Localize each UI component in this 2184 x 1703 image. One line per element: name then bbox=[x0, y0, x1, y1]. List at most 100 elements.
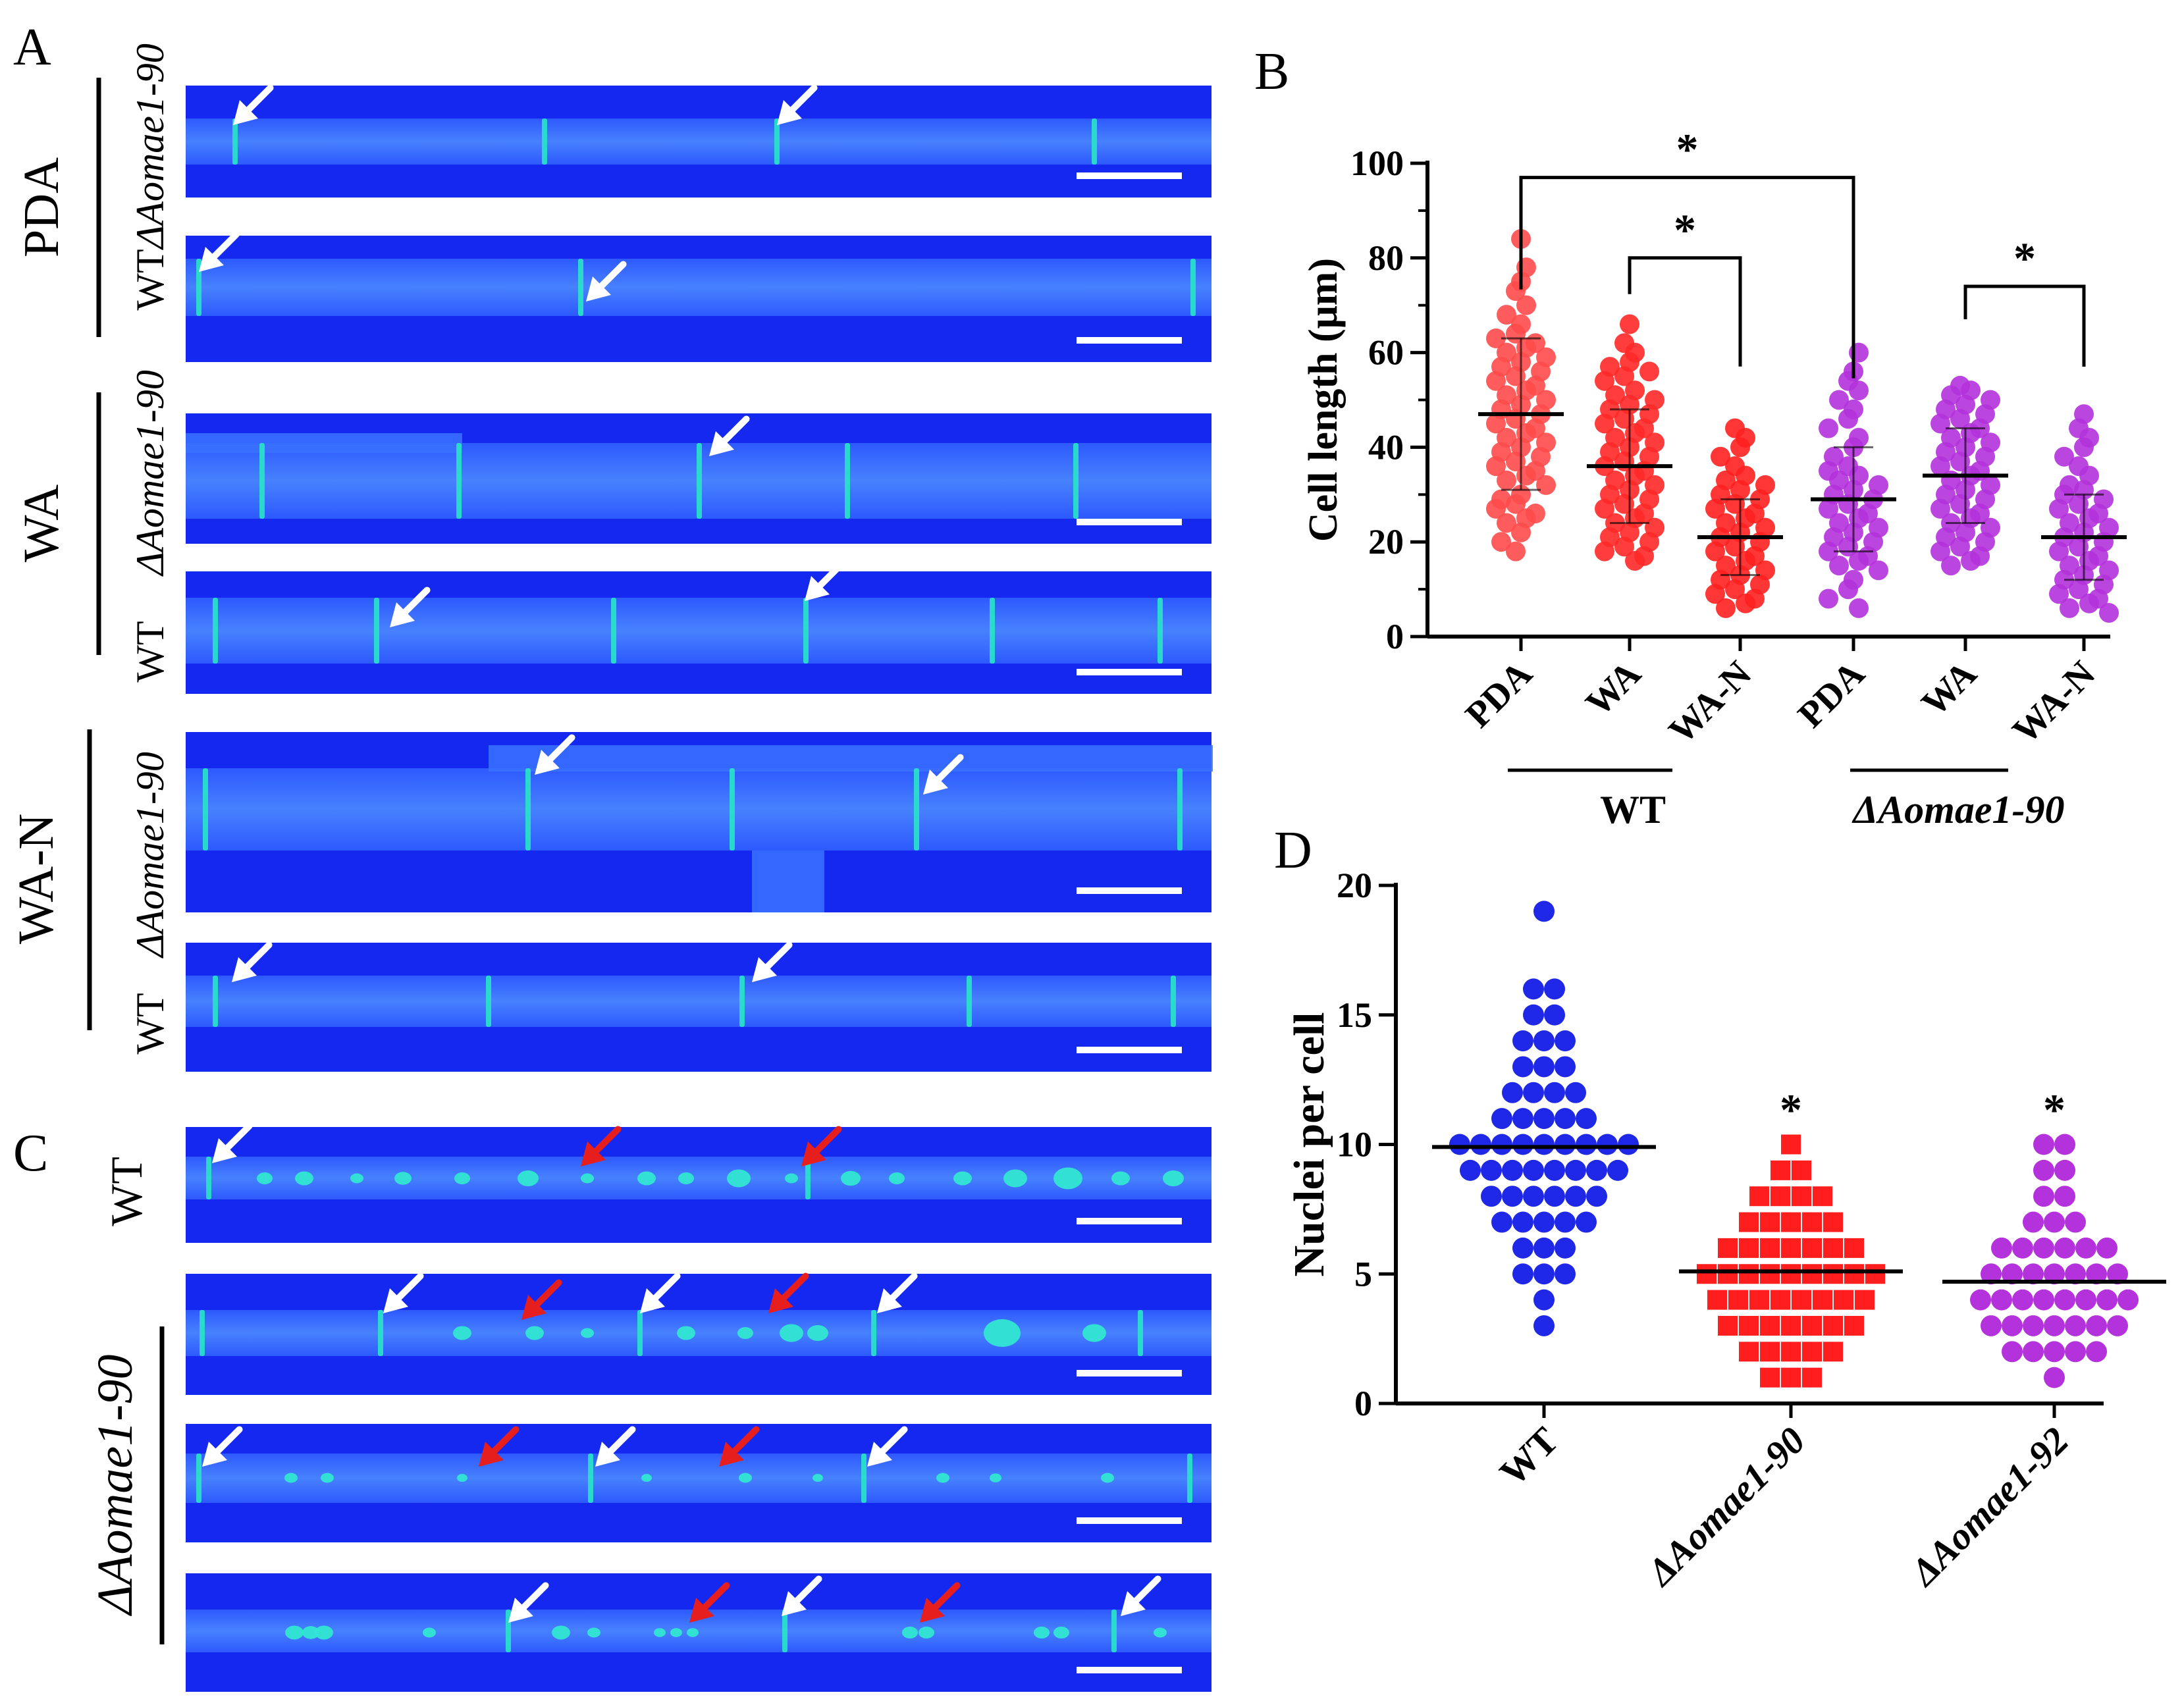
data-point bbox=[1576, 1108, 1597, 1130]
micrograph-c-wt-nucleus bbox=[1053, 1167, 1082, 1190]
data-point bbox=[1565, 1159, 1586, 1181]
micrograph-c-wt-nucleus bbox=[953, 1171, 972, 1186]
micrograph-c-mutant-3-nucleus bbox=[1034, 1627, 1050, 1638]
data-point bbox=[2012, 1289, 2033, 1311]
micrograph-wa-mutant-scale-bar bbox=[1077, 519, 1182, 525]
data-point bbox=[2107, 1263, 2128, 1285]
data-point bbox=[1961, 550, 1981, 571]
data-point bbox=[1607, 1159, 1628, 1181]
data-point bbox=[1614, 366, 1634, 386]
micrograph-wa-mutant-septum bbox=[697, 443, 702, 519]
data-point bbox=[2075, 1289, 2096, 1311]
micrograph-c-mutant-3-nucleus bbox=[654, 1628, 666, 1637]
data-point bbox=[1639, 361, 1659, 382]
significance-bracket bbox=[1519, 176, 1855, 379]
micrograph-c-mutant-1-nucleus bbox=[1082, 1324, 1106, 1342]
data-point bbox=[1802, 1238, 1822, 1258]
data-point bbox=[2002, 1341, 2023, 1363]
x-tick-label: WA bbox=[1578, 653, 1649, 724]
micrograph-wa-wt bbox=[186, 560, 1212, 694]
data-point bbox=[1536, 475, 1556, 495]
micrograph-wan-wt-arrow-head bbox=[232, 957, 257, 982]
micrograph-c-wt-scale-bar bbox=[1077, 1218, 1182, 1224]
data-point bbox=[2033, 1134, 2054, 1155]
data-point bbox=[1739, 1212, 1759, 1232]
micrograph-c-mutant-3-arrow-head bbox=[508, 1598, 533, 1623]
micrograph-c-mutant-2-septum bbox=[861, 1454, 866, 1503]
data-point bbox=[1586, 1159, 1607, 1181]
micrograph-c-wt-arrow-head bbox=[581, 1141, 606, 1166]
y-tick-label: 80 bbox=[1368, 238, 1404, 278]
data-point bbox=[1506, 494, 1526, 514]
data-point bbox=[1511, 522, 1531, 542]
data-point bbox=[1991, 1237, 2012, 1259]
data-point bbox=[1781, 1342, 1801, 1362]
micrograph-c-mutant-3-nucleus bbox=[919, 1627, 934, 1638]
data-point bbox=[1781, 1238, 1801, 1258]
micrograph-c-mutant-2-nucleus bbox=[284, 1473, 298, 1483]
data-point bbox=[2023, 1211, 2044, 1233]
micrograph-pda-mutant-septum bbox=[542, 118, 547, 165]
data-point bbox=[1849, 598, 1869, 618]
micrograph-c-mutant-2-arrow-head bbox=[595, 1442, 620, 1467]
data-point bbox=[1736, 593, 1755, 614]
data-point bbox=[1697, 1264, 1717, 1284]
data-point bbox=[1931, 541, 1950, 562]
data-point bbox=[2044, 1367, 2065, 1388]
data-point bbox=[1844, 1264, 1864, 1284]
y-tick-label: 15 bbox=[1337, 995, 1372, 1035]
micrograph-wan-wt-septum bbox=[967, 976, 972, 1027]
micrograph-c-wt-nucleus bbox=[678, 1172, 694, 1184]
significance-star: * bbox=[1780, 1085, 1802, 1135]
micrograph-c-wt-nucleus bbox=[350, 1173, 363, 1184]
data-point bbox=[1711, 446, 1730, 467]
data-point bbox=[1512, 1056, 1533, 1078]
micrograph-pda-mutant-arrow-head bbox=[777, 100, 802, 125]
strain-label-pda-wt: WT bbox=[128, 249, 172, 310]
data-point bbox=[2049, 541, 2069, 562]
micrograph-c-mutant-1-arrow-head bbox=[768, 1288, 793, 1313]
micrograph-pda-mutant-septum bbox=[1092, 118, 1097, 165]
data-point bbox=[1486, 413, 1506, 434]
data-point bbox=[1705, 498, 1725, 519]
data-point bbox=[1523, 1082, 1544, 1103]
data-point bbox=[2054, 446, 2074, 467]
micrograph-c-wt-nucleus bbox=[637, 1171, 656, 1186]
data-point bbox=[1555, 1211, 1576, 1233]
data-point bbox=[1544, 1004, 1565, 1026]
x-tick-label: PDA bbox=[1790, 653, 1873, 736]
data-point bbox=[1533, 1108, 1555, 1130]
data-point bbox=[1760, 1342, 1780, 1362]
micrograph-wa-wt-septum bbox=[611, 598, 616, 664]
data-point bbox=[1739, 1264, 1759, 1284]
data-point bbox=[1813, 1290, 1832, 1310]
micrograph-c-mutant-1-arrow-head bbox=[640, 1288, 665, 1313]
data-point bbox=[1497, 305, 1516, 325]
micrograph-c-mutant-2-nucleus bbox=[936, 1473, 949, 1483]
data-point bbox=[1533, 901, 1555, 922]
data-point bbox=[1576, 1134, 1597, 1155]
data-point bbox=[1512, 1030, 1533, 1052]
data-point bbox=[1533, 1056, 1555, 1078]
data-point bbox=[1739, 1315, 1759, 1336]
micrograph-c-mutant-1-nucleus bbox=[453, 1326, 471, 1340]
strain-label-c-mutant: ΔAomae1-90 bbox=[88, 1355, 143, 1617]
micrograph-c-mutant-1-septum bbox=[871, 1310, 876, 1356]
data-point bbox=[1844, 1315, 1864, 1336]
data-point bbox=[1819, 541, 1838, 562]
data-point bbox=[1705, 584, 1725, 604]
micrograph-c-mutant-1-arrow-head bbox=[383, 1288, 408, 1313]
micrograph-c-mutant-3-nucleus bbox=[315, 1625, 333, 1640]
data-point bbox=[1481, 1159, 1502, 1181]
data-point bbox=[1497, 513, 1516, 533]
data-point bbox=[1725, 579, 1745, 600]
data-point bbox=[2075, 1237, 2096, 1259]
panel-a-micrographs bbox=[186, 84, 1213, 1072]
x-tick-label: WA-N bbox=[2005, 653, 2103, 751]
data-point bbox=[1555, 1237, 1576, 1259]
data-point bbox=[2044, 1263, 2065, 1285]
data-point bbox=[1533, 1263, 1555, 1285]
micrograph-c-wt-nucleus bbox=[394, 1172, 412, 1185]
data-point bbox=[2033, 1186, 2054, 1207]
data-point bbox=[1819, 498, 1838, 519]
